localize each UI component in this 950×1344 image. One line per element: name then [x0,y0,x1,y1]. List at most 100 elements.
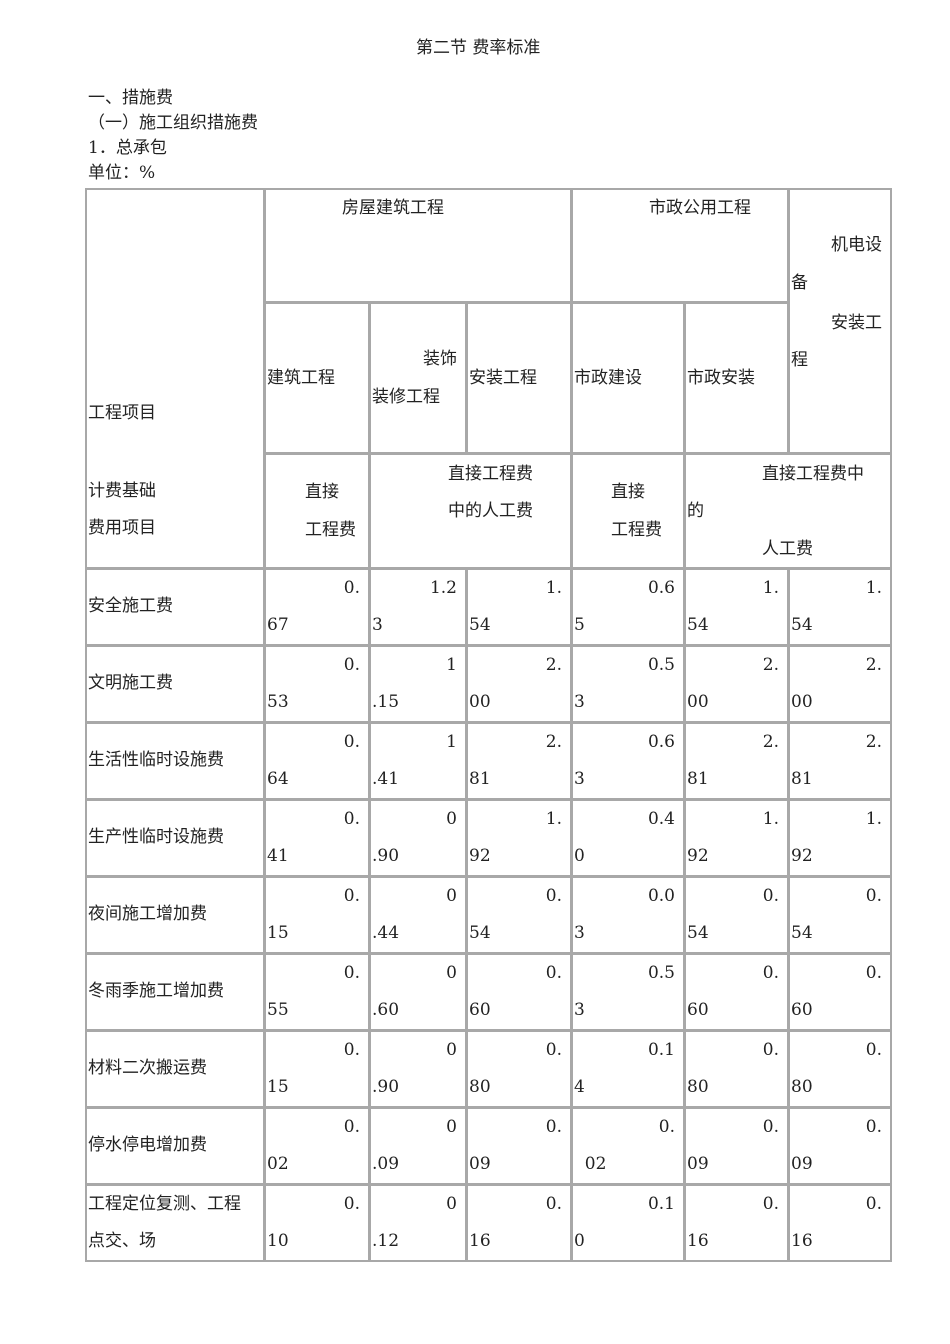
rate-value-line-2: 53 [267,692,289,712]
rate-cell: 0.09 [369,1107,467,1185]
rate-cell: 0.90 [369,799,467,877]
rate-value-line-1: 0. [343,886,360,906]
rate-value-line-1: 0.4 [647,809,675,829]
rate-cell: 1.15 [369,645,467,723]
rate-value-line-2: 54 [687,923,709,943]
rate-cell: 0.09 [466,1107,572,1185]
rate-value-line-1: 0.5 [647,655,675,675]
header-basis-labor-1: 直接工程费 中的人工费 [369,453,572,569]
rate-value-line-2: 60 [469,1000,491,1020]
header-muni-install-label: 市政安装 [687,368,755,388]
rate-value-line-2: 92 [469,846,491,866]
rate-value-line-1: 2. [762,732,779,752]
unit-label: 单位：% [88,163,156,183]
row-label-cell: 冬雨季施工增加费 [85,953,265,1031]
rate-cell: 0. 02 [264,1107,370,1185]
rate-value-line-1: 0.6 [647,578,675,598]
rate-cell: 0. 16 [684,1184,789,1262]
rate-value-line-1: 0.0 [647,886,675,906]
rate-cell: 1. 54 [684,568,789,646]
header-project-label: 工程项目 [88,403,156,423]
row-label: 安全施工费 [88,596,173,616]
rate-cell: 0. 15 [264,876,370,954]
rate-cell: 1.41 [369,722,467,800]
rate-value-line-2: 55 [267,1000,289,1020]
rate-value-line-1: 1. [762,578,779,598]
rate-value-line-2: 09 [469,1154,491,1174]
rate-cell: 1.2 3 [369,568,467,646]
rate-cell: 0.09 [788,1107,892,1185]
rate-value-line-2: 09 [791,1154,813,1174]
row-label-cell: 生产性临时设施费 [85,799,265,877]
rate-cell: 0.60 [684,953,789,1031]
rate-cell: 0.60 [788,953,892,1031]
rate-value-line-2: 54 [791,923,813,943]
rate-value-line-1: 1 [446,655,457,675]
rate-value-line-2: 92 [791,846,813,866]
rate-value-line-2: 16 [791,1231,813,1251]
rate-value-line-1: 1 [446,732,457,752]
row-label: 生活性临时设施费 [88,750,224,770]
row-label: 冬雨季施工增加费 [88,981,224,1001]
rate-cell: 2. 81 [788,722,892,800]
rate-cell: 0.6 3 [571,722,685,800]
rate-cell: 0. 54 [684,876,789,954]
rate-value-line-2: 81 [469,769,491,789]
rate-cell: 0.4 0 [571,799,685,877]
rate-value-line-2: .60 [372,1000,400,1020]
header-basis-direct-2: 直接 工程费 [571,453,685,569]
rate-cell: 0. 64 [264,722,370,800]
row-label: 材料二次搬运费 [88,1058,207,1078]
rate-value-line-1: 0. [865,886,882,906]
rate-value-line-2: 64 [267,769,289,789]
rate-cell: 1. 92 [684,799,789,877]
rate-value-line-2: 54 [469,923,491,943]
rate-cell: 0.1 4 [571,1030,685,1108]
rate-value-line-2: 10 [267,1231,289,1251]
rate-value-line-2: 02 [574,1154,607,1174]
rate-value-line-1: 1.2 [429,578,457,598]
rate-value-line-2: 0 [574,1231,585,1251]
row-label-cell: 夜间施工增加费 [85,876,265,954]
rate-value-line-1: 2. [545,655,562,675]
row-label-cell: 材料二次搬运费 [85,1030,265,1108]
rate-cell: 0. 16 [466,1184,572,1262]
rate-cell: 0. 55 [264,953,370,1031]
rate-value-line-2: 3 [574,692,585,712]
rate-value-line-1: 0. [762,1194,779,1214]
header-decoration-line: 装修工程 [372,387,440,407]
header-basis-label: 计费基础 [88,481,156,501]
rate-cell: 0.6 5 [571,568,685,646]
rate-cell: 2. 81 [684,722,789,800]
rate-value-line-1: 0 [446,1194,457,1214]
rate-value-line-1: 0. [762,1040,779,1060]
rate-value-line-2: .41 [372,769,400,789]
rate-value-line-1: 1. [545,578,562,598]
rate-value-line-2: 92 [687,846,709,866]
header-basis-line: 直接工程费 [448,464,533,484]
rate-value-line-2: 00 [469,692,491,712]
rate-value-line-1: 2. [545,732,562,752]
rate-value-line-1: 0. [545,886,562,906]
rate-value-line-1: 0. [865,1117,882,1137]
header-basis-line: 工程费 [611,520,662,540]
rate-cell: 2. 00 [466,645,572,723]
rate-cell: 0. 80 [684,1030,789,1108]
rate-value-line-2: .09 [372,1154,400,1174]
rate-value-line-2: 81 [791,769,813,789]
header-fee-item-label: 费用项目 [88,518,156,538]
rate-value-line-2: 16 [469,1231,491,1251]
rate-cell: 1. 54 [788,568,892,646]
rate-value-line-2: .12 [372,1231,400,1251]
rate-value-line-1: 1. [865,578,882,598]
rate-value-line-1: 0.1 [647,1194,675,1214]
rate-value-line-2: 15 [267,923,289,943]
header-basis-labor-2: 直接工程费中 的 人工费 [684,453,892,569]
header-muni-install: 市政安装 [684,302,789,454]
rate-value-line-2: .44 [372,923,400,943]
rate-value-line-1: 0 [446,809,457,829]
rate-value-line-2: 16 [687,1231,709,1251]
rate-value-line-2: 4 [574,1077,585,1097]
rate-value-line-1: 0 [446,1040,457,1060]
row-label: 文明施工费 [88,673,173,693]
